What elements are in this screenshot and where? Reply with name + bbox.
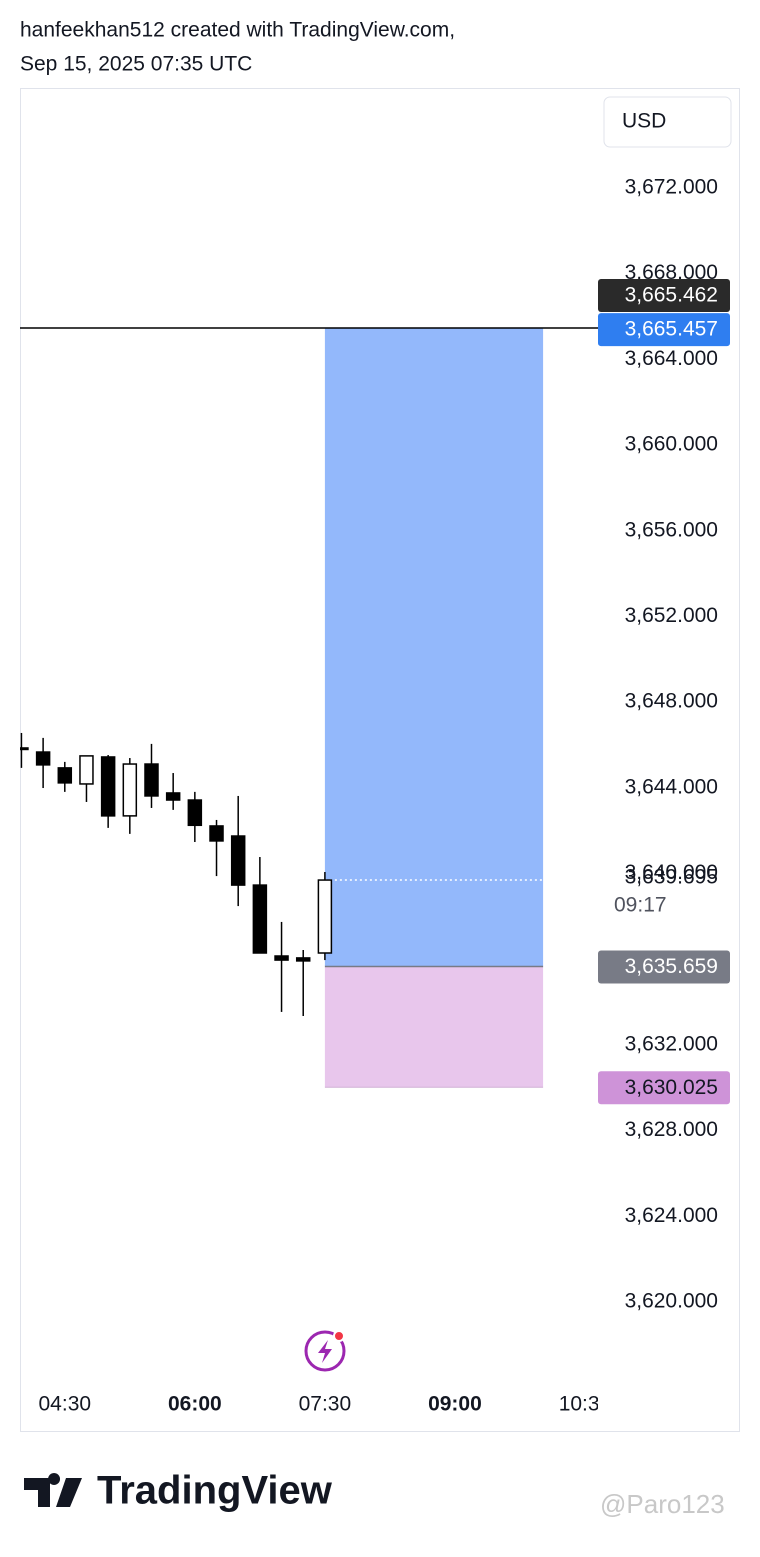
candle-body <box>20 747 29 751</box>
entry-label: 3,635.659 <box>625 955 718 978</box>
watermark: @Paro123 <box>600 1489 725 1519</box>
candle-body <box>187 799 203 827</box>
author-line: hanfeekhan512 created with TradingView.c… <box>20 19 455 42</box>
x-tick-label: 07:30 <box>299 1393 352 1416</box>
target-label-bg <box>598 313 730 347</box>
y-tick-label: 3,648.000 <box>625 690 718 713</box>
y-tick-label: 3,644.000 <box>625 775 718 798</box>
line-label-bg <box>598 278 730 312</box>
candle-body <box>100 756 116 817</box>
candle-body <box>230 835 246 886</box>
y-tick-label: 3,628.000 <box>625 1118 718 1141</box>
currency-box[interactable] <box>603 96 732 148</box>
y-tick-label: 3,656.000 <box>625 518 718 541</box>
x-tick-label: 09:00 <box>428 1393 482 1416</box>
currency: USD <box>622 110 666 133</box>
brand: TradingView <box>97 1469 333 1513</box>
date-line: Sep 15, 2025 07:35 UTC <box>20 53 252 76</box>
line-label: 3,665.462 <box>625 284 718 307</box>
profit-zone <box>324 328 544 967</box>
candle-body <box>144 763 159 797</box>
candle-body <box>295 957 311 962</box>
target-label: 3,665.457 <box>625 318 718 341</box>
loss-zone <box>324 966 544 1088</box>
candle-body <box>317 879 333 954</box>
y-tick-label: 3,640.000 <box>625 861 718 884</box>
candle-body <box>274 955 289 961</box>
stop-label-bg <box>598 1071 730 1105</box>
tradingview-logo <box>24 1473 82 1507</box>
candle-body <box>209 825 224 842</box>
candle-body <box>165 792 181 801</box>
y-tick-label: 3,660.000 <box>625 433 718 456</box>
y-tick-label: 3,632.000 <box>625 1032 718 1055</box>
x-tick-label: 04:30 <box>39 1393 92 1416</box>
y-tick-label: 3,672.000 <box>625 175 718 198</box>
stop-label: 3,630.025 <box>625 1076 718 1099</box>
pane <box>20 327 598 1088</box>
candle-body <box>122 763 138 817</box>
y-tick-label: 3,664.000 <box>625 347 718 370</box>
x-tick-label: 10:30 <box>559 1393 612 1416</box>
candle-body <box>79 755 94 785</box>
last-price-label: 3,639.695 <box>625 866 718 889</box>
plot: 3,620.000 3,624.000 3,628.000 3,632.000 3,63… <box>20 175 730 1416</box>
y-tick-label: 3,668.000 <box>625 261 718 284</box>
candle-body <box>252 884 268 954</box>
countdown: 09:17 <box>614 894 667 917</box>
y-tick-label: 3,620.000 <box>625 1290 718 1313</box>
entry-label-bg <box>598 950 730 984</box>
y-tick-label: 3,652.000 <box>625 604 718 627</box>
candle-body <box>35 751 51 766</box>
x-tick-label: 06:00 <box>168 1393 222 1416</box>
lightning-icon[interactable] <box>304 1330 346 1372</box>
candle-body <box>57 767 73 784</box>
y-tick-label: 3,624.000 <box>625 1204 718 1227</box>
